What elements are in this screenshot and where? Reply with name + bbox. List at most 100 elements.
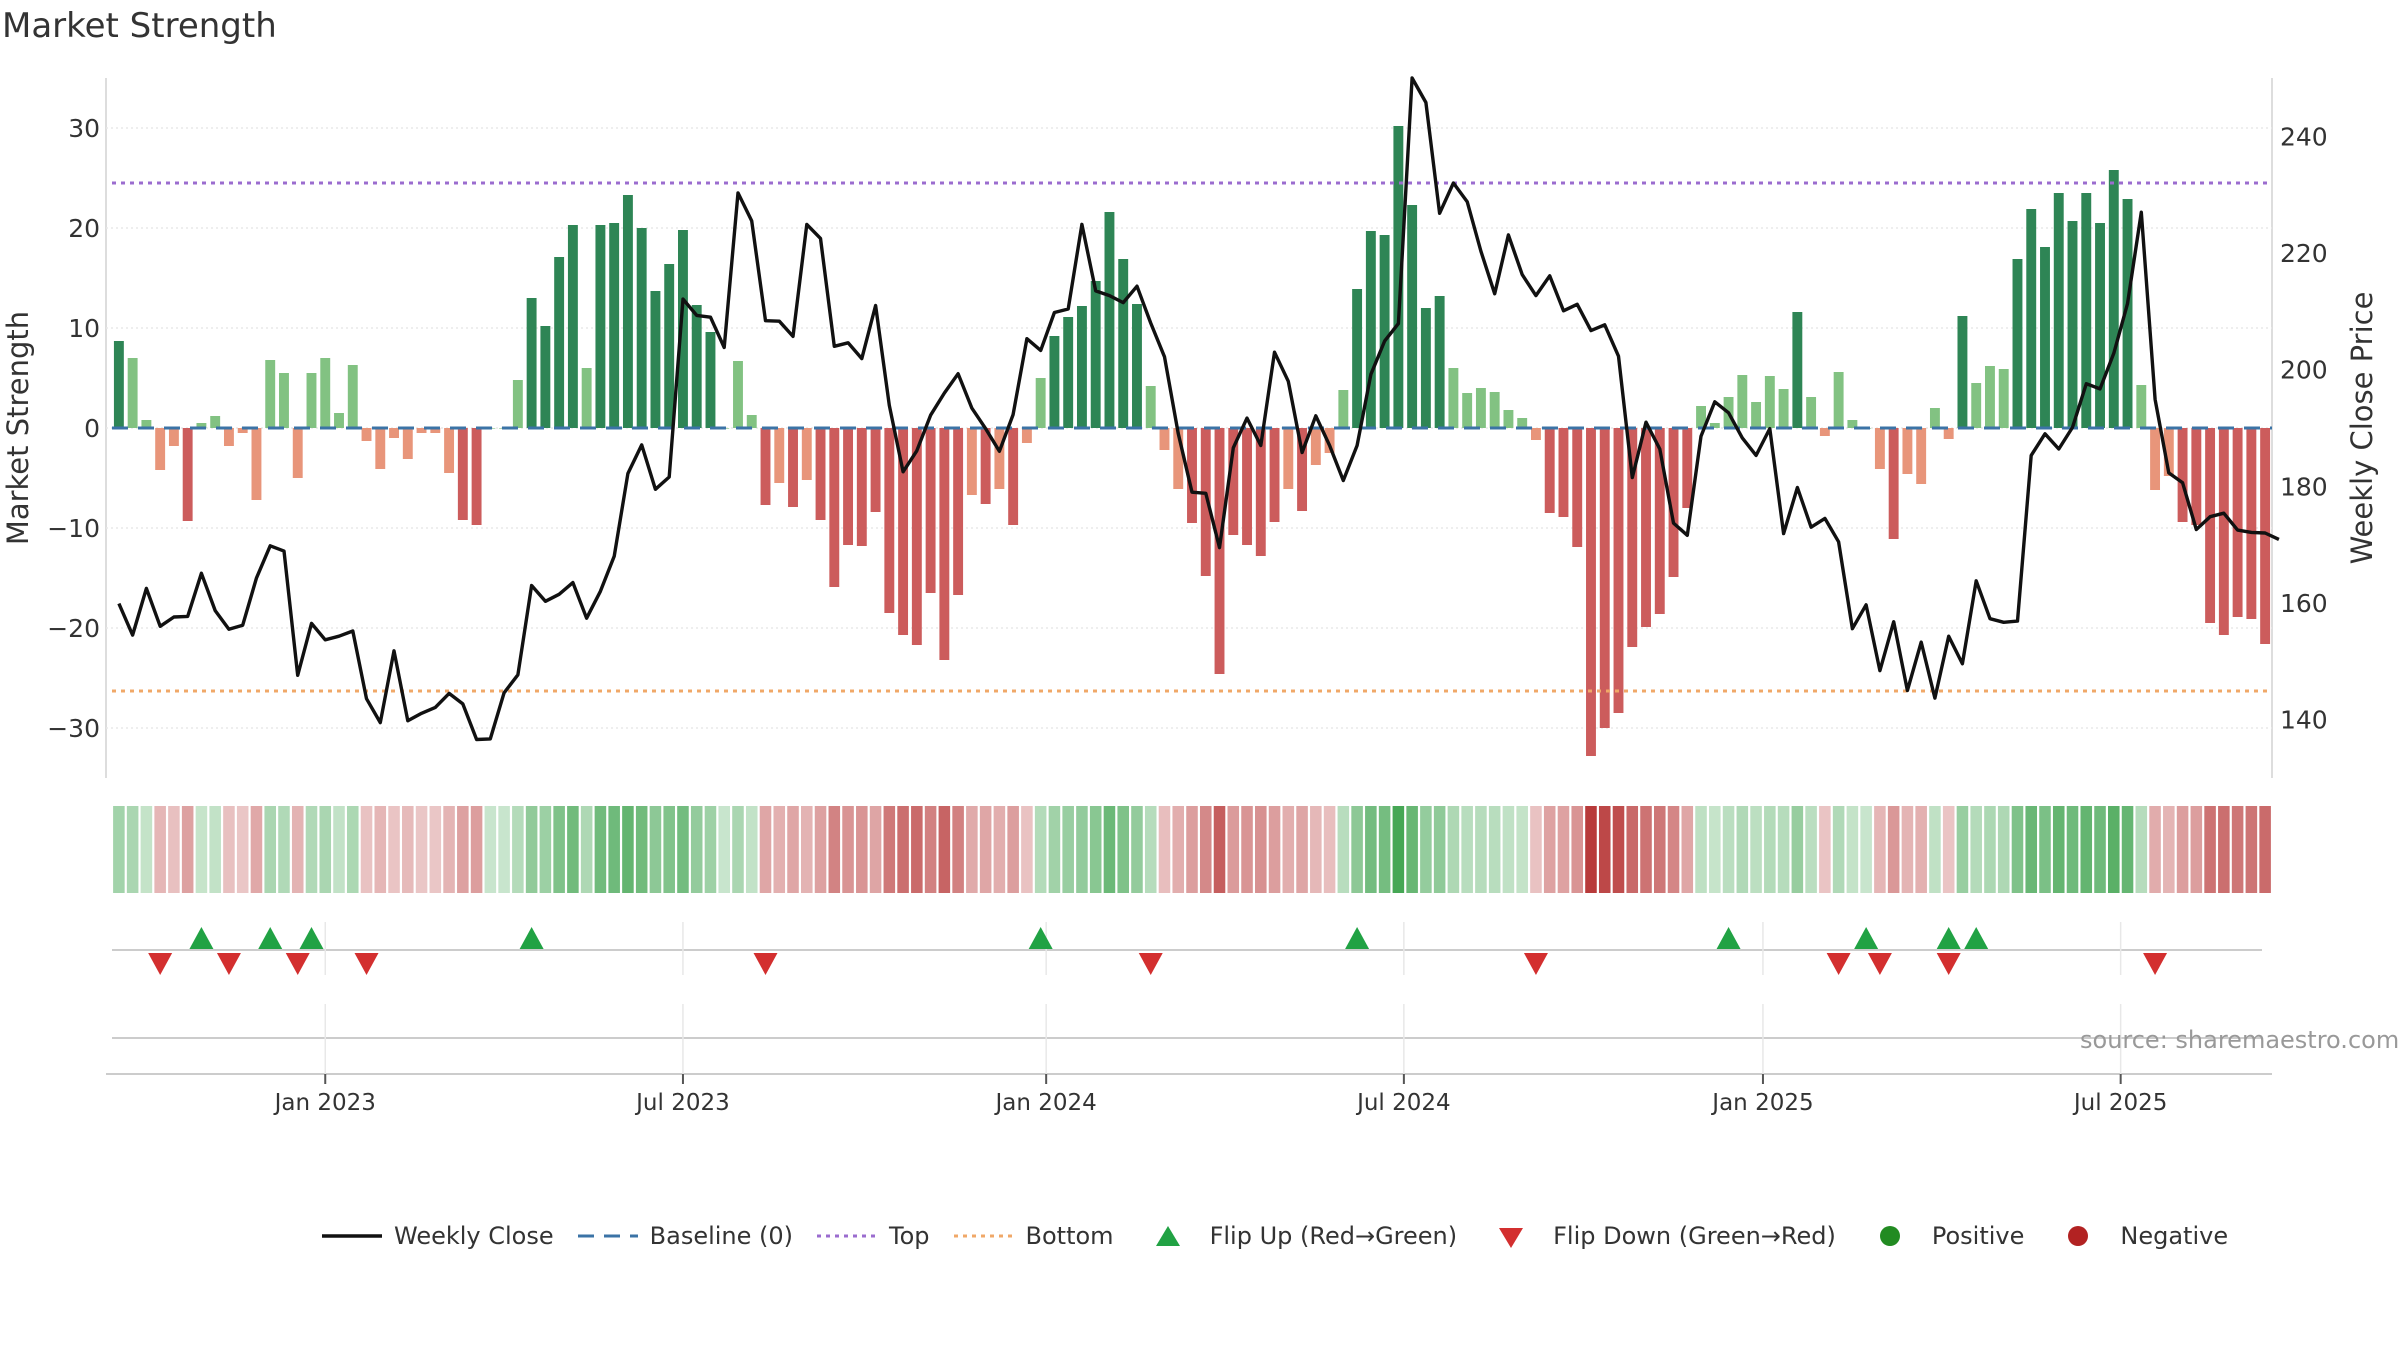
strength-bar (1310, 428, 1321, 465)
heat-strip-cell (154, 806, 166, 893)
heat-strip-cell (966, 806, 978, 893)
strength-bar (2122, 199, 2133, 428)
heat-strip-cell (140, 806, 153, 893)
strength-bar (1696, 406, 1706, 428)
heat-strip-cell (333, 806, 345, 893)
y-tick-label-right: 200 (2280, 356, 2328, 385)
strength-bar (650, 291, 661, 428)
strength-bar (1090, 281, 1101, 428)
strength-bar (1819, 428, 1830, 436)
heat-strip-cell (1640, 806, 1652, 893)
heat-strip-cell (1942, 806, 1955, 893)
flip-down-marker (1867, 953, 1892, 975)
heat-strip-cell (195, 806, 208, 893)
legend-bottom-icon (953, 1234, 1014, 1238)
heat-strip-cell (759, 806, 772, 893)
strength-bar (678, 230, 688, 428)
flip-down-marker (1523, 953, 1548, 975)
heat-strip-cell (800, 806, 813, 893)
strength-bar (1200, 428, 1211, 576)
heat-strip-cell (1915, 806, 1927, 893)
heat-strip-cell (1241, 806, 1253, 893)
heat-strip-cell (1048, 806, 1061, 893)
strength-bar (554, 257, 565, 428)
legend-label: Bottom (1025, 1222, 1114, 1250)
strength-bar (1297, 428, 1308, 511)
strength-bar (733, 361, 743, 428)
heat-strip-cell (168, 806, 180, 893)
flip-down-marker (354, 953, 379, 975)
strength-bar (402, 428, 413, 459)
heat-strip-cell (2121, 806, 2134, 893)
strength-bar (1035, 378, 1046, 428)
heat-strip-cell (1887, 806, 1900, 893)
heat-strip-cell (1296, 806, 1308, 893)
heat-strip-cell (1213, 806, 1226, 893)
flip-up-marker (299, 927, 324, 949)
y-tick-label-right: 160 (2280, 589, 2328, 618)
heat-strip-cell (1585, 806, 1597, 893)
strength-bar (1008, 428, 1019, 525)
heat-strip-cell (1667, 806, 1680, 893)
heat-strip-cell (181, 806, 194, 893)
strength-bar (815, 428, 826, 520)
heat-strip-cell (773, 806, 786, 893)
heat-strip-cell (635, 806, 648, 893)
heat-strip-cell (360, 806, 373, 893)
heat-strip-cell (1819, 806, 1831, 893)
heat-strip-cell (856, 806, 868, 893)
heat-strip-cell (1337, 806, 1350, 893)
legend-item-flip-down: Flip Down (Green→Red) (1479, 1222, 1836, 1250)
strength-bar (2081, 193, 2092, 428)
strength-bar (306, 373, 317, 428)
heat-strip-cell (1557, 806, 1570, 893)
heat-strip-cell (1598, 806, 1611, 893)
strength-bar (856, 428, 867, 546)
strength-bar (526, 298, 537, 428)
heat-strip-cell (924, 806, 937, 893)
heat-strip-cell (814, 806, 827, 893)
strength-bar (1847, 420, 1858, 428)
strength-bar (1709, 423, 1720, 428)
heat-strip-cell (1805, 806, 1817, 893)
x-tick-label: Jul 2023 (634, 1090, 730, 1116)
strength-bar (279, 373, 289, 428)
flip-down-marker (148, 953, 173, 975)
strength-bar (1145, 386, 1156, 428)
heat-strip-cell (1433, 806, 1446, 893)
strength-bar (292, 428, 303, 478)
legend-flip-up-icon (1155, 1226, 1180, 1246)
legend-label: Flip Up (Red→Green) (1209, 1222, 1458, 1250)
strength-bar (760, 428, 771, 505)
heat-strip-cell (1186, 806, 1198, 893)
strength-bar (1517, 418, 1528, 428)
heat-strip-cell (1984, 806, 1996, 893)
x-tick-label: Jan 2025 (1710, 1090, 1813, 1116)
strength-bar (1654, 428, 1665, 614)
flip-down-marker (1936, 953, 1961, 975)
strength-bar (2218, 428, 2229, 635)
strength-bar (1420, 308, 1431, 428)
heat-strip-cell (1709, 806, 1721, 893)
heat-strip-cell (1791, 806, 1804, 893)
heat-strip-cell (1860, 806, 1872, 893)
strength-bar (2260, 428, 2271, 644)
flip-up-marker (519, 927, 544, 949)
flip-down-marker (285, 953, 310, 975)
heat-strip-cell (1268, 806, 1281, 893)
legend-label: Weekly Close (394, 1222, 554, 1250)
strength-bar (457, 428, 468, 520)
heat-strip-cell (1626, 806, 1639, 893)
strength-bar (911, 428, 922, 645)
legend-flip-down-icon (1499, 1228, 1524, 1248)
heat-strip-cell (1447, 806, 1460, 893)
weekly-close-line (117, 76, 2280, 742)
strength-bar (1283, 428, 1294, 489)
strength-bar (210, 416, 221, 428)
x-tick-label: Jul 2024 (1355, 1090, 1451, 1116)
legend-item-positive: Positive (1858, 1222, 2024, 1250)
strength-bar (1407, 205, 1418, 428)
strength-bar (320, 358, 331, 428)
